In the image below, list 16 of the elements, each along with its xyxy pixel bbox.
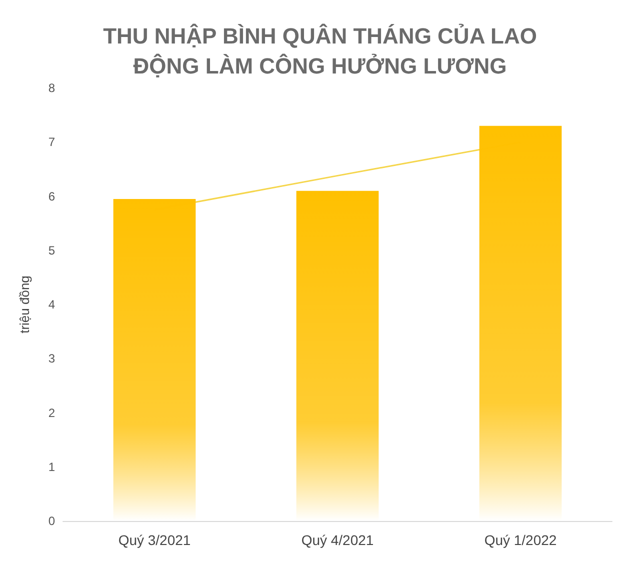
y-tick-label: 8	[48, 81, 56, 95]
y-tick-label: 5	[48, 243, 56, 258]
x-tick-label: Quý 4/2021	[301, 532, 374, 548]
y-tick-label: 3	[48, 352, 56, 366]
y-tick-label: 6	[48, 189, 56, 204]
y-axis-title: triệu đồng	[17, 276, 32, 334]
chart-title: THU NHẬP BÌNH QUÂN THÁNG CỦA LAO ĐỘNG LÀM CÔNG HƯỞNG LƯƠNG	[103, 24, 537, 78]
y-tick-label: 2	[48, 406, 56, 420]
y-tick-label: 7	[48, 135, 56, 150]
x-tick-label: Quý 3/2021	[118, 532, 191, 548]
bar	[296, 190, 379, 521]
x-tick-label: Quý 1/2022	[484, 532, 557, 548]
y-tick-label: 0	[48, 514, 56, 528]
y-tick-label: 1	[48, 460, 56, 474]
bar	[113, 198, 196, 521]
y-tick-label: 4	[48, 298, 56, 312]
